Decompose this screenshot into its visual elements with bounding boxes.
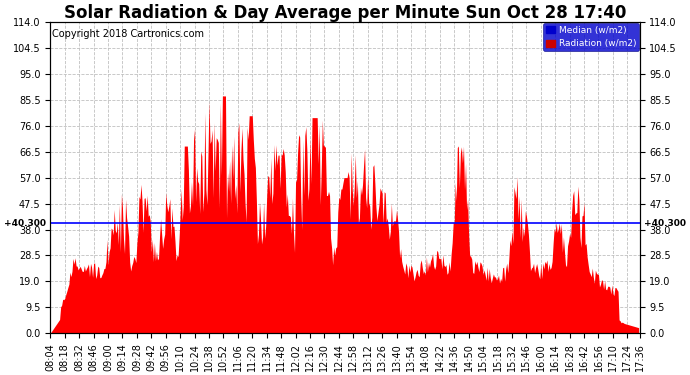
Text: +40.300: +40.300 <box>4 219 46 228</box>
Text: +40.300: +40.300 <box>644 219 686 228</box>
Text: Copyright 2018 Cartronics.com: Copyright 2018 Cartronics.com <box>52 28 204 39</box>
Title: Solar Radiation & Day Average per Minute Sun Oct 28 17:40: Solar Radiation & Day Average per Minute… <box>63 4 627 22</box>
Legend: Median (w/m2), Radiation (w/m2): Median (w/m2), Radiation (w/m2) <box>543 23 639 51</box>
